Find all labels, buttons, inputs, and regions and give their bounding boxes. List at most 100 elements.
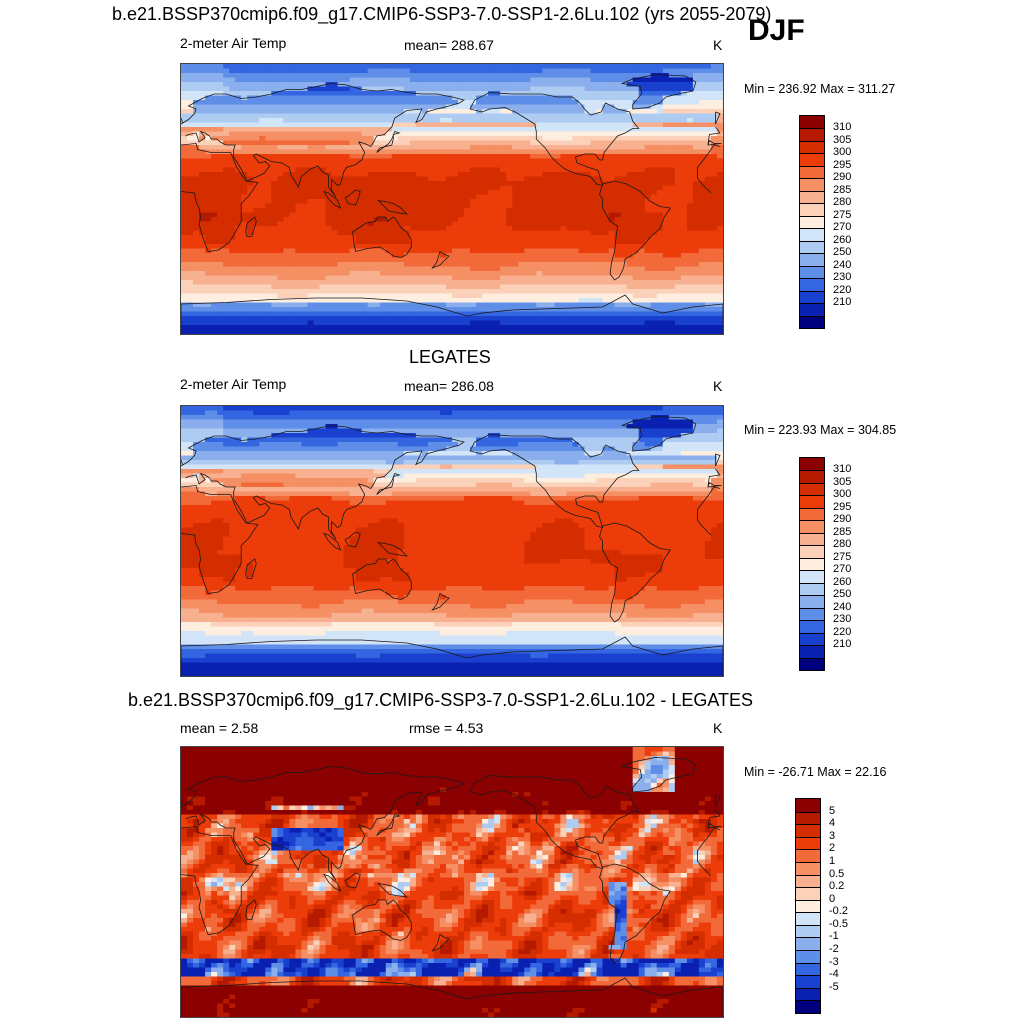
field-cell: [205, 230, 212, 236]
field-cell: [494, 244, 501, 250]
field-cell: [391, 136, 399, 142]
field-cell: [554, 280, 561, 286]
field-cell: [265, 86, 272, 92]
field-cell: [632, 239, 640, 245]
field-cell: [554, 212, 561, 218]
field-cell: [343, 221, 351, 227]
field-cell: [674, 217, 682, 223]
field-cell: [614, 239, 622, 245]
field-cell: [271, 244, 278, 250]
field-cell: [295, 77, 303, 83]
field-cell: [626, 113, 634, 119]
field-cell: [506, 95, 513, 101]
field-cell: [674, 68, 682, 74]
field-cell: [397, 145, 405, 151]
field-cell: [626, 172, 634, 178]
field-cell: [235, 289, 242, 295]
field-cell: [596, 298, 604, 304]
field-cell: [319, 131, 327, 137]
field-cell: [199, 239, 206, 245]
field-cell: [445, 271, 453, 277]
field-cell: [445, 91, 453, 97]
field-cell: [205, 262, 212, 268]
field-cell: [199, 104, 206, 110]
field-cell: [494, 172, 501, 178]
field-cell: [229, 185, 236, 191]
field-cell: [265, 208, 272, 214]
field-cell: [331, 95, 339, 101]
field-cell: [656, 302, 664, 308]
field-cell: [488, 217, 495, 223]
field-cell: [692, 203, 700, 209]
field-cell: [680, 221, 688, 227]
field-cell: [247, 131, 254, 137]
field-cell: [217, 226, 224, 232]
field-cell: [578, 140, 586, 146]
field-cell: [476, 181, 483, 187]
field-cell: [223, 199, 230, 205]
field-cell: [367, 131, 375, 137]
field-cell: [650, 271, 658, 277]
field-cell: [397, 280, 405, 286]
field-cell: [193, 271, 200, 277]
field-cell: [572, 163, 580, 169]
field-cell: [596, 109, 604, 115]
field-cell: [439, 95, 447, 101]
field-cell: [578, 154, 586, 160]
field-cell: [391, 203, 399, 209]
field-cell: [620, 172, 628, 178]
field-cell: [337, 163, 345, 169]
field-cell: [241, 266, 248, 272]
field-cell: [211, 302, 218, 308]
field-cell: [488, 104, 495, 110]
field-cell: [253, 64, 260, 70]
field-cell: [379, 131, 387, 137]
field-cell: [578, 122, 586, 128]
field-cell: [494, 275, 501, 281]
field-cell: [644, 127, 652, 133]
field-cell: [259, 244, 266, 250]
field-cell: [247, 86, 254, 92]
field-cell: [632, 154, 640, 160]
field-cell: [343, 307, 351, 313]
field-cell: [373, 140, 381, 146]
field-cell: [506, 230, 513, 236]
field-cell: [349, 104, 357, 110]
field-cell: [223, 280, 230, 286]
field-cell: [638, 113, 646, 119]
field-cell: [181, 163, 188, 169]
field-cell: [656, 199, 664, 205]
field-cell: [602, 95, 610, 101]
field-cell: [506, 302, 513, 308]
field-cell: [343, 284, 351, 290]
field-cell: [355, 131, 363, 137]
field-cell: [650, 302, 658, 308]
field-cell: [277, 307, 284, 313]
field-cell: [560, 248, 568, 254]
field-cell: [319, 230, 327, 236]
field-cell: [205, 244, 212, 250]
field-cell: [632, 149, 640, 155]
field-cell: [199, 154, 206, 160]
field-cell: [325, 118, 333, 124]
field-cell: [379, 230, 387, 236]
field-cell: [698, 109, 706, 115]
field-cell: [229, 199, 236, 205]
field-cell: [331, 280, 339, 286]
field-cell: [608, 145, 616, 151]
field-cell: [187, 248, 194, 254]
field-cell: [548, 239, 555, 245]
field-cell: [349, 127, 357, 133]
field-cell: [313, 266, 321, 272]
field-cell: [464, 307, 471, 313]
field-cell: [445, 266, 453, 272]
field-cell: [289, 176, 297, 182]
field-cell: [265, 149, 272, 155]
field-cell: [560, 172, 568, 178]
field-cell: [433, 262, 441, 268]
field-cell: [482, 122, 489, 128]
field-cell: [355, 167, 363, 173]
field-cell: [409, 109, 417, 115]
field-cell: [295, 194, 303, 200]
field-cell: [223, 289, 230, 295]
